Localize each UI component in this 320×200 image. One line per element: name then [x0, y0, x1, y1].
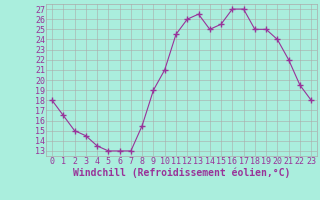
X-axis label: Windchill (Refroidissement éolien,°C): Windchill (Refroidissement éolien,°C): [73, 168, 290, 178]
